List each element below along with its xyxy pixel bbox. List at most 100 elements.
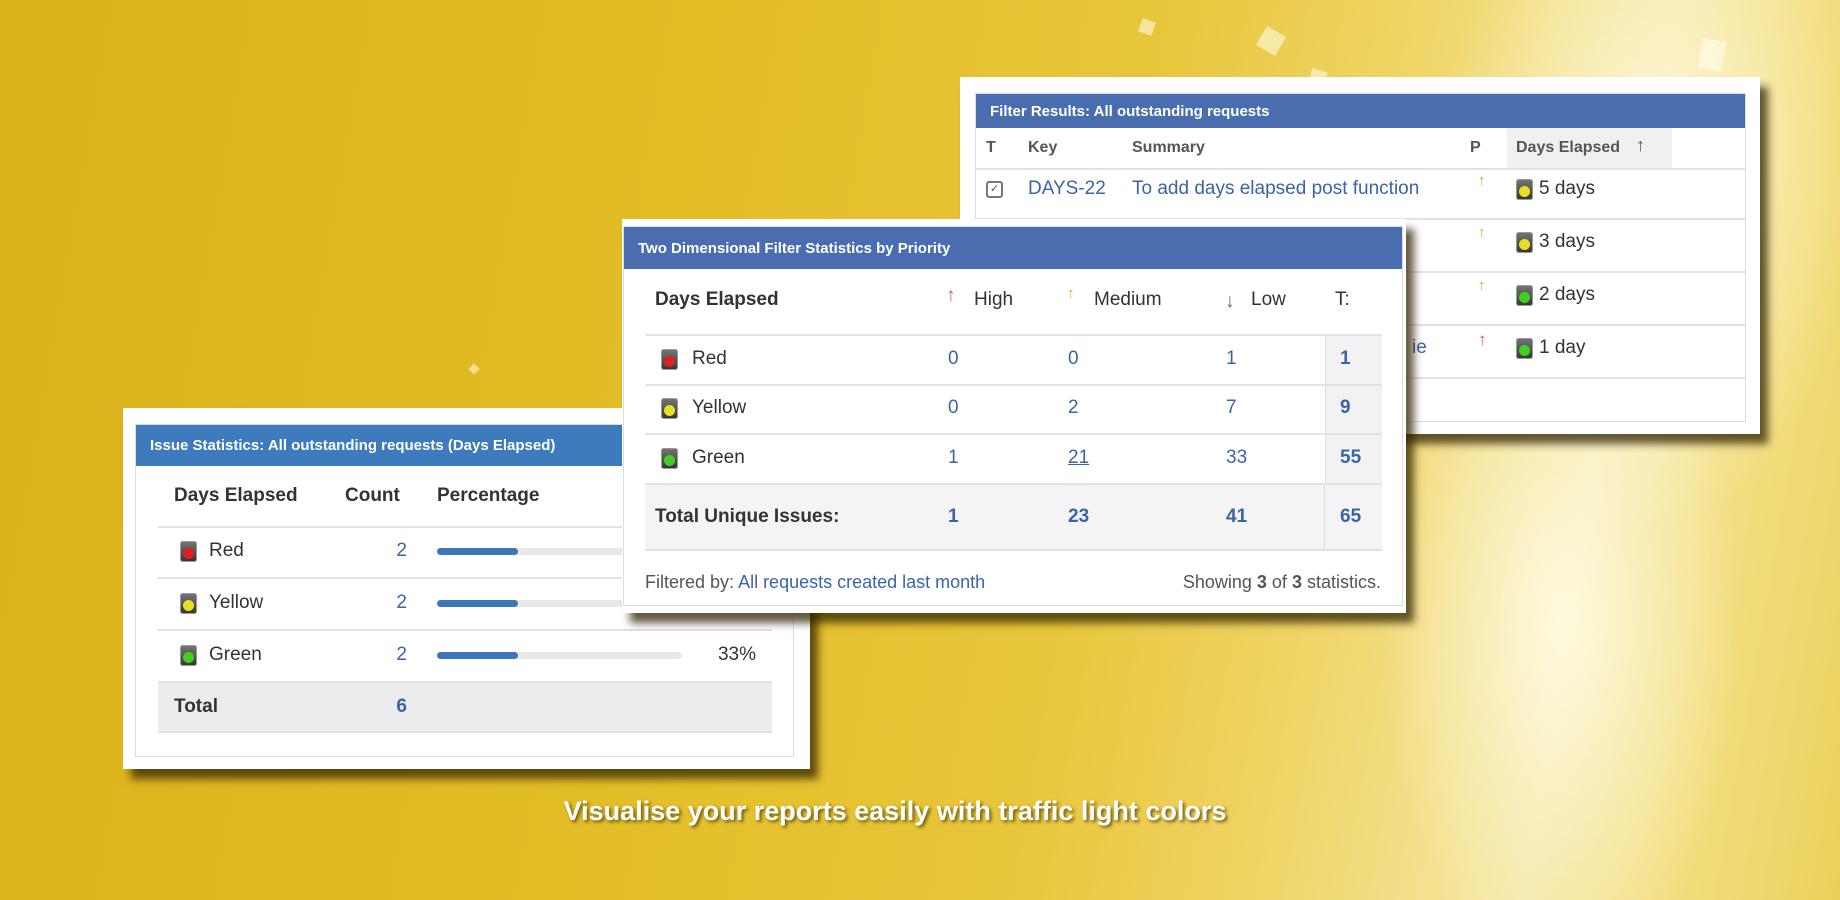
showing-statistics: Showing 3 of 3 statistics. [1183,572,1381,593]
cell-high-link[interactable]: 1 [948,447,959,468]
showing-text: of [1271,572,1287,592]
cell-low-link[interactable]: 7 [1226,397,1237,418]
column-header-priority[interactable]: P [1470,139,1481,156]
percentage-value: 33% [717,644,756,665]
two-dimensional-stats-panel: Two Dimensional Filter Statistics by Pri… [623,226,1403,606]
cell-low-link[interactable]: 33 [1226,447,1248,468]
total-medium-link[interactable]: 23 [1068,506,1090,527]
checkbox-task-icon: ✓ [986,181,1003,198]
totals-row: Total Unique Issues: 1 23 41 65 [645,483,1382,551]
row-label: Green [692,447,745,468]
days-elapsed-value: 1 day [1539,337,1586,358]
priority-low-icon: ↓ [1225,291,1235,312]
total-high-link[interactable]: 1 [948,506,959,527]
divider [158,629,772,631]
traffic-light-yellow-icon [1516,232,1533,253]
column-header-high: High [974,289,1014,310]
percentage-bar [437,652,682,659]
traffic-light-yellow-icon [1516,179,1533,200]
column-header-type[interactable]: T [986,139,996,156]
total-count-link[interactable]: 6 [396,696,407,717]
column-header-summary[interactable]: Summary [1132,139,1205,156]
column-header-low: Low [1251,289,1286,310]
days-elapsed-header-bg [1507,128,1672,169]
caption: Visualise your reports easily with traff… [563,796,1227,826]
divider [1324,485,1325,549]
cell-high-link[interactable]: 0 [948,397,959,418]
traffic-light-green-icon [1516,338,1533,359]
days-elapsed-value: 2 days [1539,284,1595,305]
showing-total: 3 [1291,572,1302,592]
traffic-light-red-icon [180,541,197,562]
sparkle-decoration [1138,18,1156,36]
divider [645,433,1382,435]
sparkle-decoration [1255,25,1287,57]
row-label: Red [692,348,727,369]
cell-total-link[interactable]: 1 [1340,348,1351,369]
filter-results-title: Filter Results: All outstanding requests [976,94,1745,128]
total-low-link[interactable]: 41 [1226,506,1248,527]
showing-count: 3 [1256,572,1267,592]
sparkle-decoration [468,363,480,375]
total-label: Total [174,696,218,717]
priority-medium-icon: ↑ [1478,224,1486,241]
cell-low-link[interactable]: 1 [1226,348,1237,369]
cell-medium-link[interactable]: 0 [1068,348,1079,369]
divider [158,526,772,528]
cell-high-link[interactable]: 0 [948,348,959,369]
divider [976,168,1745,170]
two-dimensional-stats-title: Two Dimensional Filter Statistics by Pri… [624,227,1402,269]
row-label: Green [209,644,262,665]
days-elapsed-value: 3 days [1539,231,1595,252]
row-label: Yellow [209,592,264,613]
filtered-by: Filtered by: All requests created last m… [645,572,985,593]
priority-medium-icon: ↑ [1067,285,1075,302]
traffic-light-red-icon [661,349,678,370]
issue-summary-link[interactable]: ie [1412,337,1427,358]
priority-medium-icon: ↑ [1478,172,1486,189]
totals-label: Total Unique Issues: [655,506,840,527]
percentage-bar [437,600,682,607]
column-header-days-elapsed: Days Elapsed [174,485,298,506]
sparkle-decoration [1697,38,1727,72]
traffic-light-yellow-icon [661,398,678,419]
traffic-light-green-icon [180,645,197,666]
issue-summary-link[interactable]: To add days elapsed post function [1132,178,1420,199]
two-dimensional-table: Days Elapsed ↑ High ↑ Medium ↓ Low T: Re… [645,269,1382,554]
priority-medium-icon: ↑ [1478,277,1486,294]
showing-text: statistics. [1306,572,1381,592]
count-link[interactable]: 2 [396,644,407,665]
two-dimensional-stats-card: Two Dimensional Filter Statistics by Pri… [622,219,1406,613]
column-header-percentage: Percentage [437,485,540,506]
cell-total-link[interactable]: 55 [1340,447,1362,468]
cell-medium-link[interactable]: 21 [1068,447,1090,468]
total-row: Total 6 [158,681,772,733]
count-link[interactable]: 2 [396,540,407,561]
divider [645,334,1382,336]
column-header-total: T: [1335,289,1350,310]
row-label: Red [209,540,244,561]
divider [645,384,1382,386]
showing-text: Showing [1182,572,1252,592]
column-header-days-elapsed: Days Elapsed [655,289,779,310]
cell-medium-link[interactable]: 2 [1068,397,1079,418]
filter-link[interactable]: All requests created last month [738,572,986,592]
traffic-light-green-icon [661,448,678,469]
column-header-count: Count [345,485,400,506]
traffic-light-yellow-icon [180,593,197,614]
column-header-key[interactable]: Key [1028,139,1058,156]
divider [158,577,772,579]
column-header-medium: Medium [1094,289,1162,310]
arrow-up-icon[interactable]: ↑ [1636,135,1645,155]
count-link[interactable]: 2 [396,592,407,613]
cell-total-link[interactable]: 9 [1340,397,1351,418]
issue-key-link[interactable]: DAYS-22 [1028,178,1106,199]
priority-high-icon: ↑ [946,285,956,306]
total-all-link[interactable]: 65 [1340,506,1362,527]
row-label: Yellow [692,397,747,418]
priority-high-icon: ↑ [1478,330,1487,349]
days-elapsed-value: 5 days [1539,178,1595,199]
traffic-light-green-icon [1516,285,1533,306]
column-header-days-elapsed[interactable]: Days Elapsed [1516,139,1621,156]
filtered-by-label: Filtered by: [645,572,735,592]
